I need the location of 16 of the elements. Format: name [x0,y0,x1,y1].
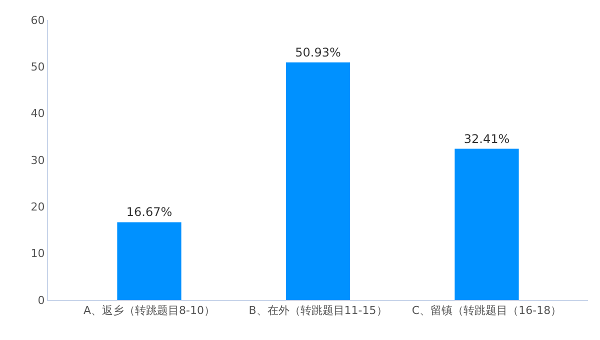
data-label: 50.93% [295,45,341,60]
bar [454,148,519,300]
data-label: 32.41% [464,132,510,146]
y-tick-label: 60 [30,14,45,27]
y-tick-label: 0 [38,294,45,307]
bar [286,62,350,300]
x-tick-label: A、返乡（转跳题目8-10） [84,304,215,318]
y-tick-label: 20 [30,200,45,214]
data-label: 16.67% [126,205,172,220]
x-tick-label: C、留镇（转跳题目（16-18） [412,304,562,318]
y-tick-label: 30 [30,154,45,167]
y-tick-label: 10 [30,247,45,260]
x-tick-label: B、在外（转跳题目11-15） [248,304,388,318]
bar [117,222,182,300]
y-tick-label: 40 [30,107,45,120]
y-tick-label: 50 [30,60,45,74]
